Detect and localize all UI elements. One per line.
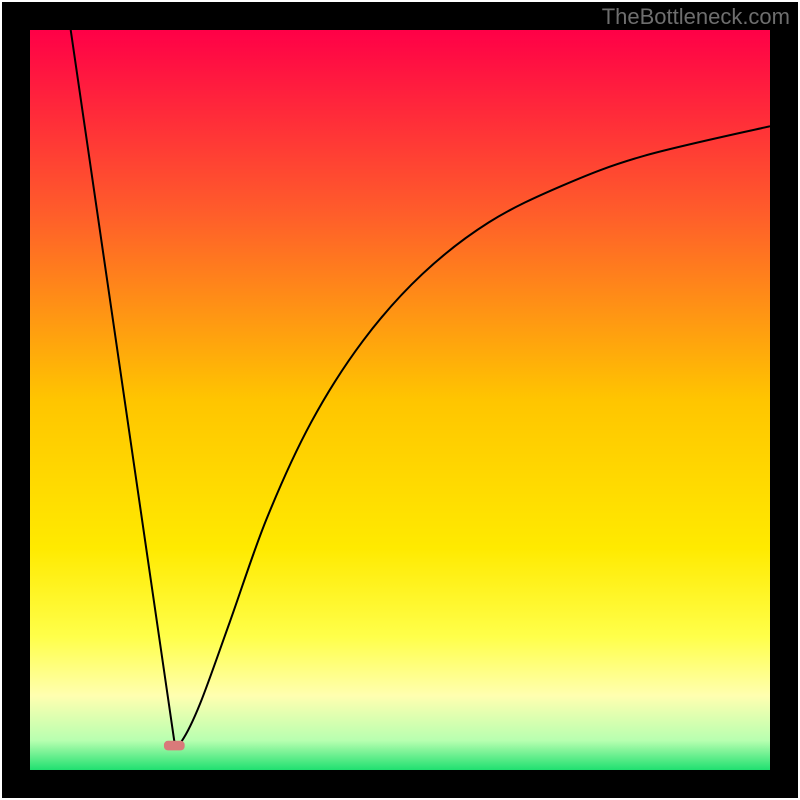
watermark-text: TheBottleneck.com: [602, 4, 790, 30]
chart-svg: [0, 0, 800, 800]
bottleneck-chart: TheBottleneck.com: [0, 0, 800, 800]
min-marker: [164, 741, 185, 751]
